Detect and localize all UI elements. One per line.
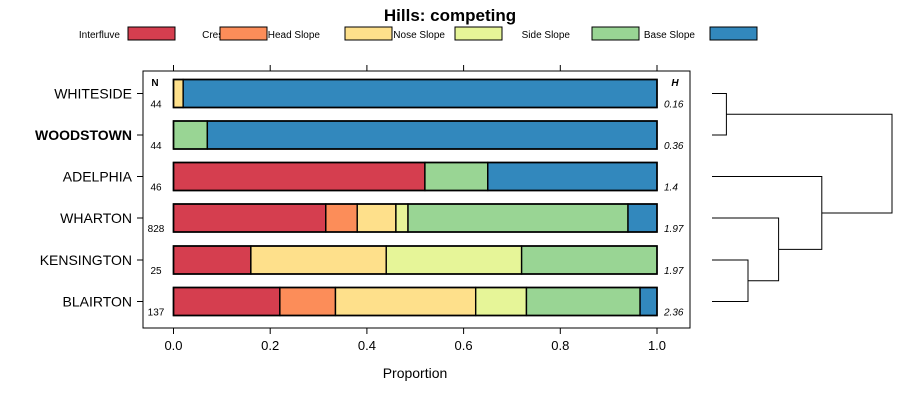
legend-label-4: Side Slope bbox=[522, 30, 571, 41]
row-labels: WHITESIDE 44 0.16 WOODSTOWN 44 0.36 ADELPHIA 46… bbox=[35, 86, 684, 319]
bar-segment-wharton-side-slope bbox=[407, 203, 629, 233]
x-axis: 0.0 0.2 0.4 0.6 0.8 1.0 bbox=[164, 328, 666, 353]
dendrogram-link-3 bbox=[712, 176, 823, 250]
dendrogram-link-0 bbox=[712, 93, 727, 136]
x-tick-label-5: 1.0 bbox=[648, 338, 666, 353]
n-value-kensington: 25 bbox=[150, 266, 162, 277]
bar-segment-wharton-nose-slope bbox=[395, 203, 409, 233]
bar-segment-woodstown-base-slope bbox=[206, 120, 658, 150]
legend-label-0: Interfluve bbox=[79, 30, 121, 41]
bar-segment-woodstown-side-slope bbox=[172, 120, 209, 150]
x-tick-label-0: 0.0 bbox=[164, 338, 182, 353]
bar-segment-whiteside-head-slope bbox=[172, 78, 184, 109]
h-value-wharton: 1.97 bbox=[664, 224, 684, 235]
bars bbox=[172, 78, 658, 317]
bar-segment-whiteside-base-slope bbox=[182, 78, 658, 109]
n-header: N bbox=[151, 78, 158, 89]
legend-swatch-0 bbox=[127, 26, 176, 41]
h-value-whiteside: 0.16 bbox=[664, 100, 684, 111]
plot-frame bbox=[142, 70, 691, 329]
row-label-blairton: BLAIRTON bbox=[62, 294, 132, 310]
n-value-blairton: 137 bbox=[148, 308, 165, 319]
bar-segment-adelphia-base-slope bbox=[487, 161, 658, 192]
legend-swatch-1 bbox=[219, 26, 268, 41]
bar-segment-blairton-nose-slope bbox=[474, 286, 528, 317]
bar-segment-adelphia-side-slope bbox=[424, 161, 489, 192]
row-label-wharton: WHARTON bbox=[60, 210, 132, 226]
chart-title: Hills: competing bbox=[384, 6, 516, 25]
n-value-wharton: 828 bbox=[148, 224, 165, 235]
x-tick-label-3: 0.6 bbox=[455, 338, 473, 353]
bar-outline-whiteside bbox=[172, 78, 658, 109]
bar-segment-wharton-base-slope bbox=[627, 203, 658, 233]
legend-swatch-4 bbox=[591, 26, 640, 41]
h-value-blairton: 2.36 bbox=[663, 308, 684, 319]
bar-segment-blairton-interfluve bbox=[172, 286, 281, 317]
dendrogram-link-1 bbox=[712, 259, 749, 302]
h-value-adelphia: 1.4 bbox=[664, 183, 678, 194]
dendrogram-link-2 bbox=[712, 217, 780, 282]
h-value-woodstown: 0.36 bbox=[664, 141, 684, 152]
bar-segment-kensington-side-slope bbox=[520, 245, 658, 275]
bar-segment-blairton-base-slope bbox=[639, 286, 658, 317]
x-tick-label-1: 0.2 bbox=[261, 338, 279, 353]
dendrogram bbox=[712, 93, 893, 302]
dendrogram-link-4 bbox=[726, 113, 893, 214]
n-value-adelphia: 46 bbox=[150, 183, 162, 194]
bar-segment-wharton-crest bbox=[325, 203, 358, 233]
legend-swatch-3 bbox=[454, 26, 503, 41]
x-tick-label-4: 0.8 bbox=[551, 338, 569, 353]
bar-segment-kensington-head-slope bbox=[250, 245, 387, 275]
bar-outline-kensington bbox=[172, 245, 658, 275]
legend-label-5: Base Slope bbox=[644, 30, 696, 41]
legend-label-3: Nose Slope bbox=[393, 30, 445, 41]
row-label-kensington: KENSINGTON bbox=[40, 252, 132, 268]
bar-segment-kensington-nose-slope bbox=[385, 245, 523, 275]
row-label-woodstown: WOODSTOWN bbox=[35, 127, 132, 143]
legend: Interfluve Crest Head Slope Nose Slope Side … bbox=[79, 26, 758, 41]
bar-segment-kensington-interfluve bbox=[172, 245, 252, 275]
x-tick-label-2: 0.4 bbox=[358, 338, 376, 353]
legend-swatch-5 bbox=[709, 26, 758, 41]
x-axis-title: Proportion bbox=[383, 365, 448, 381]
bar-outline-woodstown bbox=[172, 120, 658, 150]
legend-label-2: Head Slope bbox=[268, 30, 321, 41]
bar-segment-blairton-head-slope bbox=[334, 286, 477, 317]
bar-outline-blairton bbox=[172, 286, 658, 317]
bar-outline-adelphia bbox=[172, 161, 658, 192]
bar-outline-wharton bbox=[172, 203, 658, 233]
legend-swatch-2 bbox=[344, 26, 393, 41]
n-value-whiteside: 44 bbox=[150, 100, 162, 111]
bar-segment-blairton-side-slope bbox=[525, 286, 641, 317]
row-label-adelphia: ADELPHIA bbox=[63, 169, 133, 185]
n-value-woodstown: 44 bbox=[150, 141, 162, 152]
bar-segment-blairton-crest bbox=[279, 286, 337, 317]
bar-segment-wharton-head-slope bbox=[356, 203, 397, 233]
bar-segment-adelphia-interfluve bbox=[172, 161, 426, 192]
row-label-whiteside: WHITESIDE bbox=[54, 86, 132, 102]
bar-segment-wharton-interfluve bbox=[172, 203, 327, 233]
legend-label-1: Crest bbox=[202, 30, 226, 41]
h-header: H bbox=[671, 78, 679, 89]
h-value-kensington: 1.97 bbox=[664, 266, 684, 277]
